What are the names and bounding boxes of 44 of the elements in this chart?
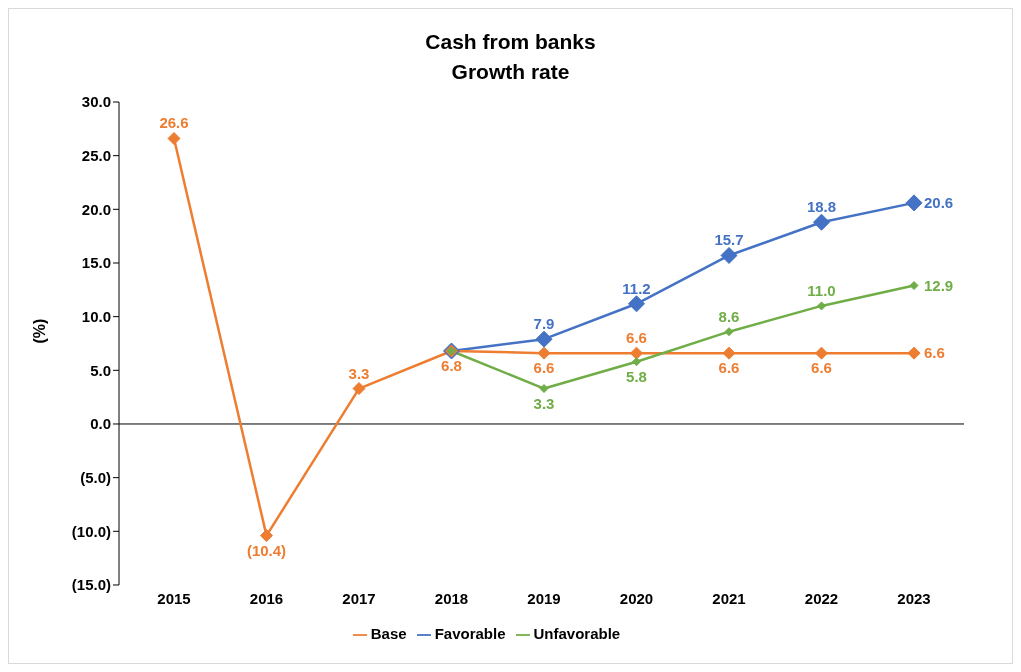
data-label: 11.2 (622, 279, 651, 297)
data-label: 18.8 (806, 198, 837, 216)
y-tick-label: (15.0) (71, 576, 111, 594)
x-tick-label: 2019 (527, 589, 561, 607)
y-tick-label: (10.0) (71, 522, 111, 540)
x-tick-label: 2017 (342, 589, 376, 607)
data-label: 6.6 (533, 359, 555, 377)
x-tick-label: 2016 (249, 589, 284, 607)
y-axis-title: (%) (30, 318, 48, 344)
data-label: 3.3 (348, 364, 370, 382)
data-label: 20.6 (924, 193, 954, 211)
data-label: 11.0 (807, 281, 836, 299)
data-label: 6.6 (811, 359, 832, 377)
y-tick-label: 30.0 (81, 93, 111, 111)
data-label: (10.4) (246, 541, 287, 559)
legend-label: Favorable (434, 624, 506, 642)
chart-title: Cash from banks (424, 29, 597, 55)
x-tick-label: 2020 (619, 589, 654, 607)
y-tick-label: 15.0 (81, 254, 111, 272)
legend-label: Unfavorable (533, 624, 621, 642)
legend-label: Base (370, 624, 407, 642)
x-tick-label: 2022 (804, 589, 839, 607)
data-label: 26.6 (159, 114, 189, 132)
y-tick-label: 0.0 (90, 415, 111, 433)
data-label: 3.3 (533, 394, 555, 412)
x-tick-label: 2018 (434, 589, 469, 607)
data-label: 6.8 (441, 357, 462, 374)
data-label: 7.9 (533, 315, 555, 333)
chart-subtitle: Growth rate (450, 59, 571, 85)
y-tick-label: (5.0) (80, 468, 111, 486)
y-tick-label: 25.0 (81, 146, 111, 164)
data-label: 6.6 (718, 359, 740, 377)
data-label: 12.9 (924, 276, 954, 294)
y-tick-label: 10.0 (81, 307, 111, 325)
y-tick-label: 20.0 (81, 200, 111, 218)
data-label: 6.6 (924, 344, 945, 362)
data-label: 5.8 (626, 367, 647, 385)
x-tick-label: 2021 (712, 589, 746, 607)
y-tick-label: 5.0 (90, 361, 111, 379)
data-label: 6.6 (626, 329, 647, 347)
x-tick-label: 2015 (157, 589, 191, 607)
data-label: 15.7 (714, 231, 744, 249)
x-tick-label: 2023 (897, 589, 931, 607)
data-label: 8.6 (718, 307, 740, 325)
